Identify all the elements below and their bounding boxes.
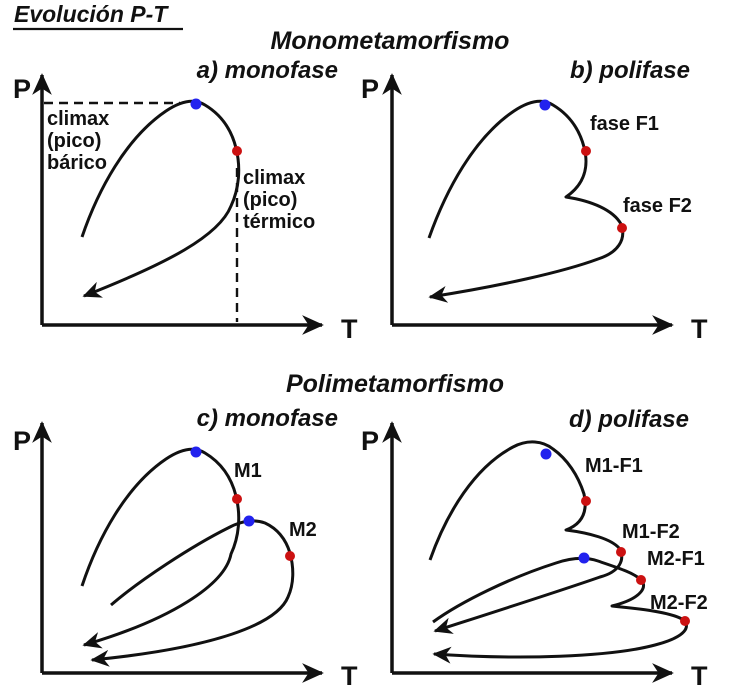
m1-f2-dot [616, 547, 626, 557]
baric-peak-dot [539, 99, 551, 111]
m2-baric-peak-dot [243, 515, 255, 527]
m2-f1-dot [636, 575, 646, 585]
p-axis-label: P [13, 426, 31, 456]
panel-b-title: b) polifase [570, 57, 690, 84]
m1-f1-label: M1-F1 [585, 455, 643, 477]
p-axis-label: P [13, 74, 31, 104]
m1-pt-path-curve [80, 447, 241, 649]
phase-f2-dot [617, 223, 627, 233]
m1-label: M1 [234, 460, 262, 482]
m1-thermal-peak-dot [232, 494, 242, 504]
panel-a-monofase: P T a) monofase climax (pico) bárico cli… [13, 57, 358, 344]
pt-path-curve [427, 99, 625, 303]
phase-f1-label: fase F1 [590, 113, 659, 135]
panel-a-title: a) monofase [197, 57, 338, 84]
thermal-peak-label-line1: climax [243, 167, 305, 189]
figure-title: Evolución P-T [14, 1, 169, 27]
section-title-polimetamorfismo: Polimetamorfismo [286, 370, 504, 398]
m1-f1-dot [581, 496, 591, 506]
m1-f2-label: M1-F2 [622, 521, 680, 543]
m2-label: M2 [289, 519, 317, 541]
pt-path-curve [80, 99, 241, 298]
panel-d-polifase: P T d) polifase M1-F1 M1-F2 M2-F1 M2-F2 [361, 406, 708, 691]
phase-f1-dot [581, 146, 591, 156]
baric-peak-label-line2: (pico) [47, 130, 101, 152]
panel-b-polifase: P T b) polifase fase F1 fase F2 [361, 57, 708, 344]
t-axis-label: T [341, 314, 358, 344]
m1-pt-path-curve [428, 440, 624, 634]
m2-pt-path-curve [90, 519, 295, 667]
thermal-peak-label-line3: térmico [243, 211, 315, 233]
t-axis-label: T [341, 661, 358, 691]
thermal-peak-dot [232, 146, 242, 156]
phase-f2-label: fase F2 [623, 195, 692, 217]
p-axis-label: P [361, 426, 379, 456]
panel-c-title: c) monofase [197, 405, 338, 432]
thermal-peak-label-line2: (pico) [243, 189, 297, 211]
t-axis-label: T [691, 314, 708, 344]
p-axis-label: P [361, 74, 379, 104]
m2-thermal-peak-dot [285, 551, 295, 561]
m1-baric-peak-dot [190, 446, 202, 458]
m2-baric-peak-dot [578, 552, 590, 564]
t-axis-label: T [691, 661, 708, 691]
baric-peak-label-line1: climax [47, 108, 109, 130]
baric-peak-dot [190, 98, 202, 110]
m2-f2-label: M2-F2 [650, 592, 708, 614]
panel-c-monofase: P T c) monofase M1 M2 [13, 405, 358, 691]
m1-baric-peak-dot [540, 448, 552, 460]
m2-f2-dot [680, 616, 690, 626]
m2-pt-path-curve [432, 557, 688, 664]
section-title-monometamorfismo: Monometamorfismo [271, 27, 510, 55]
panel-d-title: d) polifase [569, 406, 689, 433]
baric-peak-label-line3: bárico [47, 152, 107, 174]
m2-f1-label: M2-F1 [647, 548, 705, 570]
